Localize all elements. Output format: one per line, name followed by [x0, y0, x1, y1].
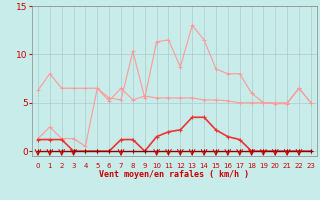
- X-axis label: Vent moyen/en rafales ( km/h ): Vent moyen/en rafales ( km/h ): [100, 170, 249, 179]
